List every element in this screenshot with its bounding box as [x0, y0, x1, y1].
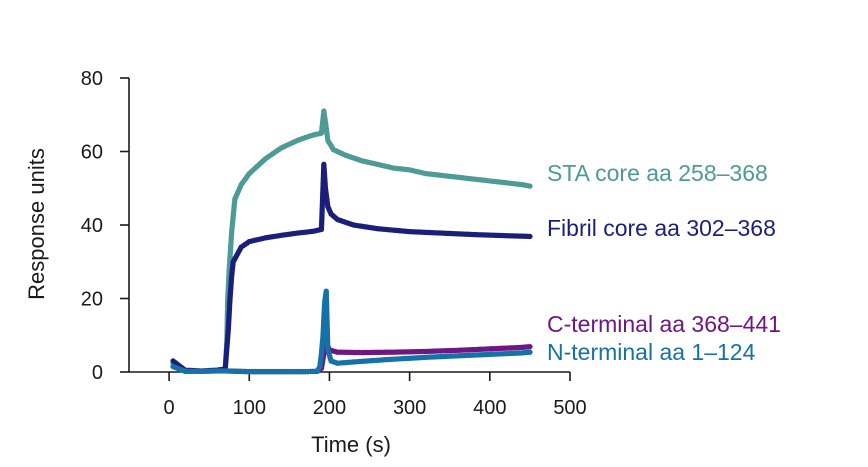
y-axis-title: Response units	[24, 148, 49, 300]
y-tick-label: 60	[81, 142, 103, 164]
x-tick-label: 200	[313, 397, 346, 419]
y-tick-label: 80	[81, 68, 103, 90]
y-tick-label: 20	[81, 289, 103, 311]
series-label-sta-core: STA core aa 258–368	[547, 160, 768, 186]
data-point	[527, 183, 533, 189]
axes: 0 20 40 60 80 0 100 200 300 400 500	[81, 68, 587, 419]
data-point	[527, 343, 533, 350]
series-label-c-terminal: C-terminal aa 368–441	[547, 311, 781, 337]
y-tick-label: 0	[92, 362, 103, 384]
data-point	[527, 349, 533, 355]
x-axis-title: Time (s)	[311, 432, 391, 457]
series-label-fibril-core: Fibril core aa 302–368	[547, 215, 776, 241]
x-tick-label: 100	[233, 397, 266, 419]
x-tick-label: 400	[473, 397, 506, 419]
y-tick-label: 40	[81, 215, 103, 237]
x-ticks: 0 100 200 300 400 500	[164, 372, 587, 419]
x-tick-label: 500	[553, 397, 586, 419]
x-tick-label: 300	[393, 397, 426, 419]
series-labels: STA core aa 258–368 Fibril core aa 302–3…	[547, 160, 781, 365]
x-tick-label: 0	[164, 397, 175, 419]
series-trace	[170, 288, 533, 375]
plot-series	[170, 108, 533, 375]
data-point	[527, 233, 533, 240]
series-trace	[170, 108, 533, 374]
series-label-n-terminal: N-terminal aa 1–124	[547, 339, 756, 365]
y-ticks: 0 20 40 60 80	[81, 68, 129, 384]
